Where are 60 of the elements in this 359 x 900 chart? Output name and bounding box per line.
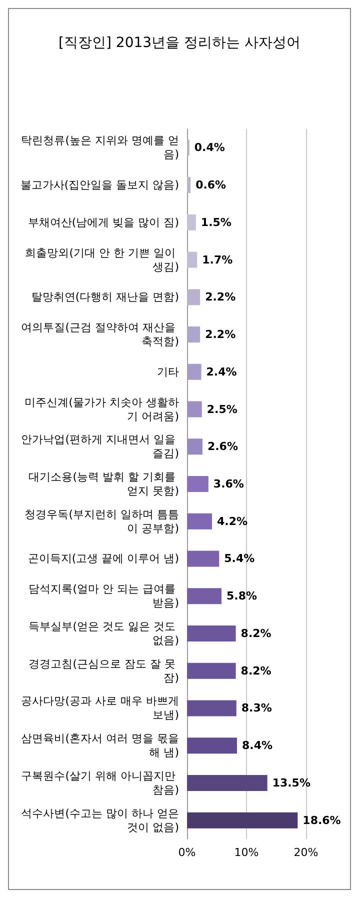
data-label: 0.6% bbox=[196, 178, 226, 192]
bar bbox=[187, 774, 268, 791]
y-tick-label: 삼면육비(혼자서 여러 명을 몫을 해 냄) bbox=[21, 732, 179, 760]
bar bbox=[187, 214, 196, 230]
data-label: 8.2% bbox=[240, 664, 272, 678]
data-label: 0.4% bbox=[194, 141, 225, 154]
bar bbox=[187, 513, 212, 530]
y-tick-label: 미주신계(물가가 치솟아 생활하기 어려움) bbox=[24, 396, 179, 423]
bar bbox=[187, 588, 222, 604]
bar bbox=[187, 625, 236, 642]
y-tick-label: 희출망외(기대 안 한 기쁜 일이 생김) bbox=[25, 246, 179, 274]
data-label: 8.4% bbox=[242, 739, 272, 752]
bar bbox=[187, 177, 191, 194]
data-label: 2.2% bbox=[205, 328, 236, 342]
data-label: 5.4% bbox=[224, 552, 255, 566]
data-label: 3.6% bbox=[213, 478, 244, 490]
y-tick-label: 기타 bbox=[157, 365, 179, 378]
bar bbox=[187, 438, 202, 455]
y-tick-label: 석수사변(수고는 많이 하나 얻은 것이 없음) bbox=[21, 806, 179, 834]
y-tick-label: 대기소용(능력 발휘 할 기회를 얻지 못함) bbox=[28, 470, 179, 498]
y-tick-label: 공사다망(공과 사로 매우 바쁘게 보냄) bbox=[21, 694, 179, 722]
y-tick-label: 탁린청류(높은 지위와 명예를 얻음) bbox=[21, 134, 179, 162]
data-label: 2.5% bbox=[206, 402, 238, 416]
bar bbox=[187, 252, 198, 268]
y-tick-label: 부채여산(남에게 빚을 많이 짐) bbox=[28, 216, 179, 229]
data-label: 8.3% bbox=[241, 702, 272, 715]
bar bbox=[187, 550, 220, 567]
bar bbox=[187, 662, 236, 679]
y-tick-label: 여의투질(근검 절약하여 재산을 축적함) bbox=[21, 321, 179, 348]
data-label: 18.6% bbox=[302, 814, 341, 827]
y-tick-label: 청경우독(부지런히 일하며 틈틈이 공부함) bbox=[24, 508, 179, 535]
data-label: 2.2% bbox=[205, 290, 236, 304]
x-tick-label: 10% bbox=[234, 846, 259, 859]
x-tick-label: 0% bbox=[178, 846, 196, 859]
y-tick-label: 곤이득지(고생 끝에 이루어 냄) bbox=[28, 552, 179, 566]
bar bbox=[187, 738, 237, 754]
x-tick-label: 20% bbox=[294, 846, 318, 859]
data-label: 5.8% bbox=[226, 590, 258, 603]
data-label: 8.2% bbox=[240, 626, 272, 640]
data-label: 2.6% bbox=[207, 440, 238, 454]
bar bbox=[187, 326, 200, 343]
bar bbox=[187, 812, 298, 828]
y-tick-label: 불고가사(집안일을 돌보지 않음) bbox=[20, 178, 179, 192]
y-tick-label: 담석지록(얼마 안 되는 급여를 받음) bbox=[28, 582, 179, 610]
y-tick-label: 구복원수(살기 위해 아니꼽지만 참음) bbox=[21, 769, 179, 796]
chart-title: [직장인] 2013년을 정리하는 사자성어 bbox=[58, 35, 300, 51]
bar bbox=[187, 700, 236, 716]
bar bbox=[187, 476, 208, 492]
data-label: 1.5% bbox=[200, 216, 232, 229]
bar bbox=[187, 289, 200, 306]
y-tick-label: 탈망취연(다행히 재난을 면함) bbox=[31, 290, 179, 304]
data-label: 2.4% bbox=[206, 365, 237, 378]
y-tick-label: 경경고침(근심으로 잠도 잘 못 잠) bbox=[28, 657, 179, 684]
y-tick-label: 안가낙업(편하게 지내면서 일을 즐김) bbox=[21, 433, 179, 460]
data-label: 4.2% bbox=[216, 514, 248, 528]
y-tick-label: 득부실부(얻은 것도 잃은 것도 없음) bbox=[28, 620, 179, 647]
bar bbox=[187, 364, 202, 380]
data-label: 1.7% bbox=[202, 253, 233, 266]
data-label: 13.5% bbox=[272, 776, 310, 790]
bar bbox=[187, 401, 202, 418]
